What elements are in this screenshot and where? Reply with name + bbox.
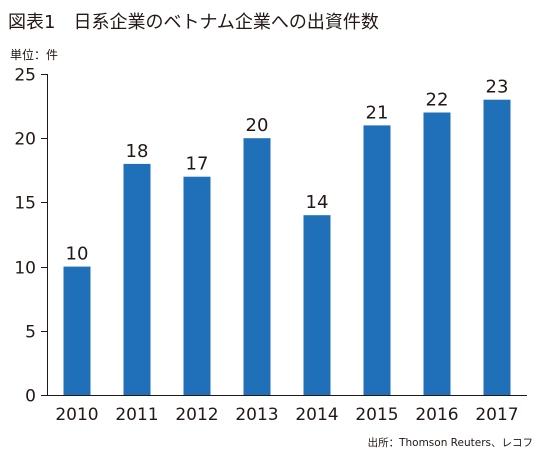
source-note: 出所：Thomson Reuters、レコフ — [368, 436, 533, 449]
bar-series — [63, 99, 511, 396]
bar-value-label-2014: 14 — [306, 192, 329, 213]
bar-value-label-2013: 20 — [246, 115, 269, 136]
x-tick-label-2015: 2015 — [355, 405, 398, 425]
x-tick-label-2010: 2010 — [55, 405, 98, 425]
y-tick-labels: 0 5 10 15 20 25 — [14, 66, 47, 407]
bar-value-label-2015: 21 — [366, 102, 389, 123]
unit-label: 単位：件 — [10, 47, 58, 62]
bar-value-label-2017: 23 — [486, 77, 509, 98]
bar-value-label-2016: 22 — [426, 90, 449, 111]
bar-2017 — [483, 99, 511, 395]
bar-value-label-2010: 10 — [66, 244, 89, 265]
y-tick-label-20: 20 — [14, 130, 36, 150]
bar-2013 — [243, 138, 271, 395]
chart-title: 図表1 日系企業のベトナム企業への出資件数 — [8, 12, 379, 33]
y-tick-label-15: 15 — [14, 194, 36, 214]
bar-2014 — [303, 215, 331, 395]
x-tick-label-2013: 2013 — [235, 405, 278, 425]
x-tick-label-2014: 2014 — [295, 405, 338, 425]
bar-2011 — [123, 163, 151, 395]
bar-2012 — [183, 176, 211, 395]
y-tick-label-10: 10 — [14, 259, 36, 279]
bar-value-label-2012: 17 — [186, 154, 209, 175]
bar-value-label-2011: 18 — [126, 141, 149, 162]
bar-2010 — [63, 266, 91, 395]
x-tick-label-2011: 2011 — [115, 405, 158, 425]
x-tick-label-2012: 2012 — [175, 405, 218, 425]
x-tick-label-2016: 2016 — [415, 405, 458, 425]
x-tick-labels: 2010 2011 2012 2013 2014 2015 2016 2017 — [55, 405, 518, 425]
y-tick-label-25: 25 — [14, 66, 36, 86]
x-tick-label-2017: 2017 — [475, 405, 518, 425]
bar-data-labels: 10 18 17 20 14 21 22 23 — [66, 77, 509, 265]
y-tick-label-5: 5 — [25, 323, 36, 343]
y-tick-label-0: 0 — [25, 387, 36, 407]
bar-2015 — [363, 125, 391, 396]
bar-2016 — [423, 112, 451, 395]
